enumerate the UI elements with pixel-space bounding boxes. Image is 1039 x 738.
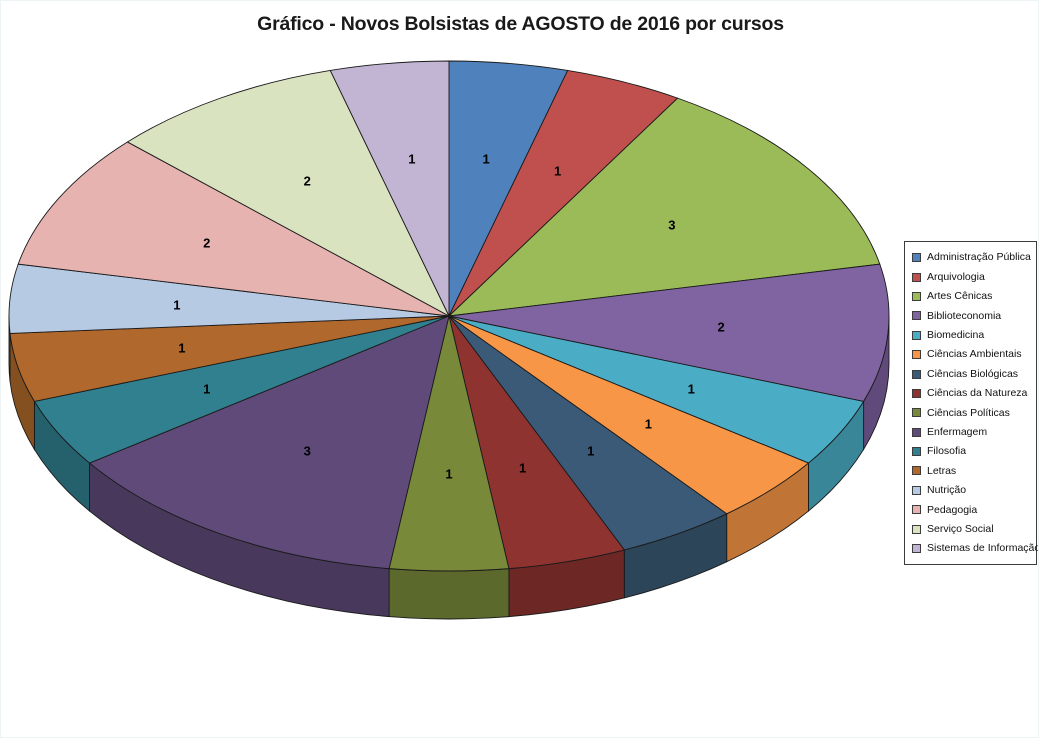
legend-item[interactable]: Biomedicina [912,326,1031,345]
pie-slice-side [388,568,510,620]
legend-item-label: Filosofia [927,445,967,458]
legend-swatch-icon [912,311,921,321]
legend-item-label: Nutrição [927,484,967,497]
legend-item[interactable]: Letras [912,461,1031,480]
pie-slices [8,60,890,572]
legend-swatch-icon [912,485,921,495]
legend-item[interactable]: Arquivologia [912,267,1031,286]
legend-item-label: Serviço Social [927,522,994,535]
legend: Administração Pública Arquivologia Artes C… [904,241,1038,566]
legend-item-label: Letras [927,464,957,477]
legend-swatch-icon [912,466,921,476]
pie-slice[interactable] [88,315,450,570]
legend-item-label: Pedagogia [927,503,978,516]
legend-swatch-icon [912,253,921,263]
legend-item[interactable]: Ciências Ambientais [912,345,1031,364]
pie-slice[interactable] [17,141,450,317]
pie-3d-side-walls [8,315,890,620]
legend-swatch-icon [912,408,921,418]
legend-swatch-icon [912,427,921,437]
legend-item-label: Biblioteconomia [927,309,1002,322]
legend-item-label: Ciências da Natureza [927,387,1028,400]
legend-swatch-icon [912,388,921,398]
legend-item[interactable]: Administração Pública [912,248,1031,267]
pie-slice[interactable] [126,69,451,318]
legend-swatch-icon [912,350,921,360]
legend-item-label: Administração Pública [927,251,1031,264]
legend-swatch-icon [912,291,921,301]
legend-item-label: Sistemas de Informação [927,542,1039,555]
legend-item[interactable]: Ciências Biológicas [912,364,1031,383]
legend-swatch-icon [912,524,921,534]
pie-slice[interactable] [447,97,881,317]
legend-item-label: Arquivologia [927,270,985,283]
legend-swatch-icon [912,447,921,457]
legend-swatch-icon [912,544,921,554]
legend-item[interactable]: Artes Cênicas [912,287,1031,306]
legend-item[interactable]: Pedagogia [912,500,1031,519]
legend-item-label: Enfermagem [927,425,988,438]
legend-swatch-icon [912,505,921,515]
legend-item-label: Ciências Políticas [927,406,1010,419]
pie-slice[interactable] [329,60,450,317]
legend-item[interactable]: Enfermagem [912,423,1031,442]
legend-item[interactable]: Ciências Políticas [912,403,1031,422]
legend-item[interactable]: Filosofia [912,442,1031,461]
legend-swatch-icon [912,330,921,340]
legend-swatch-icon [912,369,921,379]
legend-item[interactable]: Nutrição [912,481,1031,500]
chart-title: Gráfico - Novos Bolsistas de AGOSTO de 2… [257,13,784,35]
legend-item[interactable]: Ciências da Natureza [912,384,1031,403]
legend-swatch-icon [912,272,921,282]
legend-item-label: Biomedicina [927,329,985,341]
legend-item[interactable]: Sistemas de Informação [912,539,1038,558]
legend-item[interactable]: Serviço Social [912,519,1031,538]
legend-item-label: Artes Cênicas [927,290,993,303]
pie-slice[interactable] [448,263,890,402]
legend-item[interactable]: Biblioteconomia [912,306,1031,325]
legend-item-label: Ciências Ambientais [927,348,1022,361]
legend-item-label: Ciências Biológicas [927,367,1019,380]
